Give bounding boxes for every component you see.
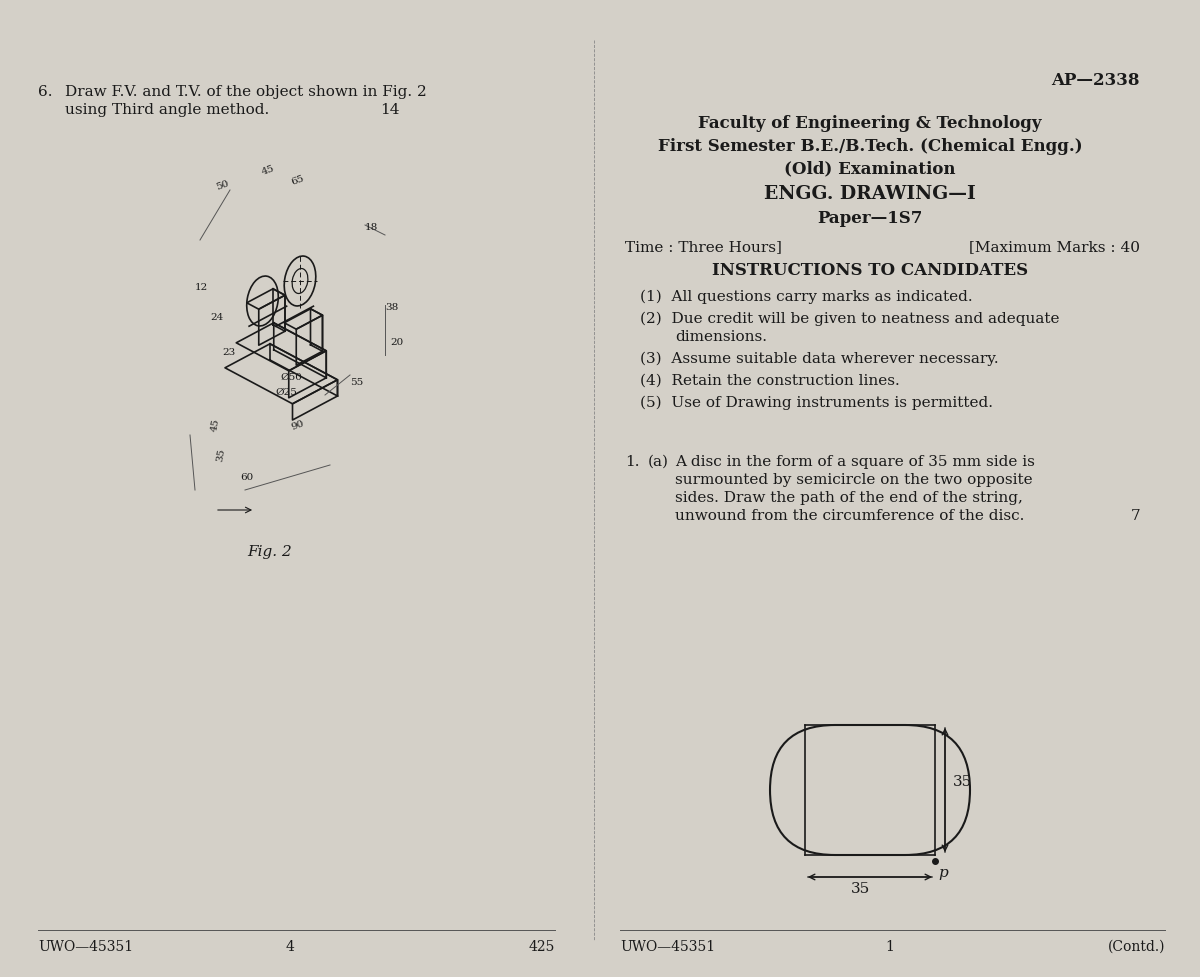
Text: 45: 45: [260, 164, 276, 177]
Text: surmounted by semicircle on the two opposite: surmounted by semicircle on the two oppo…: [674, 473, 1033, 487]
Text: Ø25: Ø25: [275, 388, 296, 397]
Text: UWO—45351: UWO—45351: [620, 940, 715, 954]
Text: (2)  Due credit will be given to neatness and adequate: (2) Due credit will be given to neatness…: [640, 312, 1060, 326]
Text: (Old) Examination: (Old) Examination: [785, 160, 955, 177]
Text: 1.: 1.: [625, 455, 640, 469]
Text: 7: 7: [1130, 509, 1140, 523]
Text: 65: 65: [290, 174, 306, 187]
Text: 35: 35: [953, 775, 972, 789]
Text: First Semester B.E./B.Tech. (Chemical Engg.): First Semester B.E./B.Tech. (Chemical En…: [658, 138, 1082, 155]
Text: sides. Draw the path of the end of the string,: sides. Draw the path of the end of the s…: [674, 491, 1022, 505]
Text: (a): (a): [648, 455, 670, 469]
Text: A disc in the form of a square of 35 mm side is: A disc in the form of a square of 35 mm …: [674, 455, 1034, 469]
Text: 60: 60: [240, 473, 253, 482]
Text: Paper—1S7: Paper—1S7: [817, 210, 923, 227]
Text: using Third angle method.: using Third angle method.: [65, 103, 269, 117]
Text: 38: 38: [385, 303, 398, 312]
Text: ENGG. DRAWING—I: ENGG. DRAWING—I: [764, 185, 976, 203]
Text: dimensions.: dimensions.: [674, 330, 767, 344]
Text: p: p: [938, 866, 948, 880]
Text: Time : Three Hours]: Time : Three Hours]: [625, 240, 782, 254]
Text: UWO—45351: UWO—45351: [38, 940, 133, 954]
Text: 14: 14: [380, 103, 400, 117]
Text: 90: 90: [290, 419, 306, 432]
Text: 18: 18: [365, 223, 378, 232]
Text: 55: 55: [350, 378, 364, 387]
Text: INSTRUCTIONS TO CANDIDATES: INSTRUCTIONS TO CANDIDATES: [712, 262, 1028, 279]
Text: Faculty of Engineering & Technology: Faculty of Engineering & Technology: [698, 115, 1042, 132]
Text: unwound from the circumference of the disc.: unwound from the circumference of the di…: [674, 509, 1025, 523]
Text: 50: 50: [215, 179, 230, 192]
Text: [Maximum Marks : 40: [Maximum Marks : 40: [970, 240, 1140, 254]
Text: 425: 425: [529, 940, 554, 954]
Text: (Contd.): (Contd.): [1108, 940, 1165, 954]
Text: (5)  Use of Drawing instruments is permitted.: (5) Use of Drawing instruments is permit…: [640, 396, 994, 410]
Text: 23: 23: [222, 348, 235, 357]
Text: 45: 45: [210, 417, 221, 432]
Text: 20: 20: [390, 338, 403, 347]
Text: Ø50: Ø50: [280, 373, 302, 382]
Text: (4)  Retain the construction lines.: (4) Retain the construction lines.: [640, 374, 900, 388]
Text: 1: 1: [886, 940, 894, 954]
Text: Draw F.V. and T.V. of the object shown in Fig. 2: Draw F.V. and T.V. of the object shown i…: [65, 85, 427, 99]
Text: 35: 35: [215, 447, 226, 462]
Text: Fig. 2: Fig. 2: [247, 545, 293, 559]
Text: (1)  All questions carry marks as indicated.: (1) All questions carry marks as indicat…: [640, 290, 973, 305]
Text: 24: 24: [210, 313, 223, 322]
Text: 4: 4: [286, 940, 294, 954]
Text: AP—2338: AP—2338: [1051, 72, 1140, 89]
Text: 6.: 6.: [38, 85, 53, 99]
Text: 35: 35: [851, 882, 870, 896]
Text: (3)  Assume suitable data wherever necessary.: (3) Assume suitable data wherever necess…: [640, 352, 998, 366]
Text: 12: 12: [194, 283, 209, 292]
